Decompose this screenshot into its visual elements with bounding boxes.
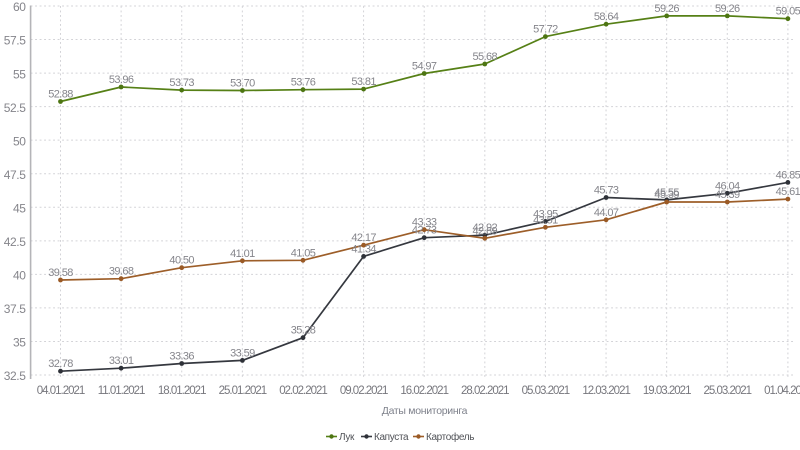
- svg-text:43.95: 43.95: [533, 208, 558, 220]
- svg-text:46.04: 46.04: [715, 180, 740, 192]
- svg-text:33.36: 33.36: [169, 351, 194, 363]
- svg-text:45: 45: [13, 202, 26, 216]
- svg-text:53.70: 53.70: [230, 78, 255, 90]
- svg-text:11.01.2021: 11.01.2021: [98, 385, 145, 397]
- svg-text:52.5: 52.5: [4, 101, 26, 115]
- svg-text:50: 50: [13, 134, 26, 148]
- svg-text:43.33: 43.33: [412, 217, 437, 229]
- svg-text:16.02.2021: 16.02.2021: [400, 385, 448, 397]
- svg-text:55.68: 55.68: [473, 51, 498, 63]
- svg-text:04.01.2021: 04.01.2021: [37, 385, 85, 397]
- svg-text:Даты мониторинга: Даты мониторинга: [382, 405, 468, 417]
- svg-text:45.39: 45.39: [715, 189, 740, 201]
- svg-text:42.92: 42.92: [473, 222, 498, 234]
- svg-text:42.5: 42.5: [4, 235, 26, 249]
- svg-text:53.96: 53.96: [109, 74, 134, 86]
- svg-text:41.01: 41.01: [230, 248, 255, 260]
- svg-text:55: 55: [13, 67, 26, 81]
- svg-text:43.51: 43.51: [533, 214, 558, 226]
- svg-text:59.26: 59.26: [654, 3, 679, 15]
- svg-text:53.81: 53.81: [351, 76, 376, 88]
- svg-text:42.73: 42.73: [412, 225, 437, 237]
- svg-text:Капуста: Капуста: [374, 432, 409, 443]
- svg-text:Картофель: Картофель: [426, 431, 474, 443]
- svg-text:41.34: 41.34: [351, 243, 376, 255]
- svg-text:32.5: 32.5: [4, 369, 26, 383]
- svg-text:39.68: 39.68: [109, 266, 134, 278]
- svg-text:53.73: 53.73: [169, 77, 194, 89]
- svg-text:09.02.2021: 09.02.2021: [340, 385, 388, 397]
- svg-text:35: 35: [13, 336, 26, 350]
- svg-text:02.02.2021: 02.02.2021: [279, 385, 327, 397]
- svg-text:45.39: 45.39: [654, 189, 679, 201]
- svg-text:42.69: 42.69: [473, 225, 498, 237]
- svg-text:59.26: 59.26: [715, 3, 740, 15]
- svg-text:19.03.2021: 19.03.2021: [643, 385, 691, 397]
- svg-text:18.01.2021: 18.01.2021: [158, 385, 206, 397]
- svg-text:58.64: 58.64: [594, 11, 619, 23]
- svg-text:Лук: Лук: [339, 432, 355, 443]
- svg-text:57.5: 57.5: [4, 34, 26, 48]
- svg-text:39.58: 39.58: [48, 267, 73, 279]
- svg-text:25.03.2021: 25.03.2021: [704, 385, 752, 397]
- svg-text:52.88: 52.88: [48, 89, 73, 101]
- svg-text:45.61: 45.61: [776, 186, 800, 198]
- svg-text:42.17: 42.17: [351, 232, 376, 244]
- svg-text:12.03.2021: 12.03.2021: [582, 385, 630, 397]
- svg-text:05.03.2021: 05.03.2021: [522, 385, 570, 397]
- svg-text:45.55: 45.55: [654, 187, 679, 199]
- svg-text:32.78: 32.78: [48, 358, 73, 370]
- svg-text:47.5: 47.5: [4, 168, 26, 182]
- svg-text:53.76: 53.76: [291, 77, 316, 89]
- svg-text:25.01.2021: 25.01.2021: [219, 385, 267, 397]
- svg-text:59.05: 59.05: [776, 6, 800, 18]
- svg-text:28.02.2021: 28.02.2021: [461, 385, 509, 397]
- svg-text:37.5: 37.5: [4, 302, 26, 316]
- svg-text:54.97: 54.97: [412, 61, 437, 73]
- svg-text:41.05: 41.05: [291, 247, 316, 259]
- svg-text:60: 60: [13, 0, 26, 14]
- svg-text:33.59: 33.59: [230, 347, 255, 359]
- svg-text:33.01: 33.01: [109, 355, 134, 367]
- svg-text:40.50: 40.50: [169, 255, 194, 267]
- svg-text:40: 40: [13, 269, 26, 283]
- svg-text:45.73: 45.73: [594, 185, 619, 197]
- svg-text:44.07: 44.07: [594, 207, 619, 219]
- svg-text:01.04.2021: 01.04.2021: [764, 385, 800, 397]
- svg-text:35.28: 35.28: [291, 325, 316, 337]
- svg-text:57.72: 57.72: [533, 24, 558, 36]
- svg-text:46.85: 46.85: [776, 169, 800, 181]
